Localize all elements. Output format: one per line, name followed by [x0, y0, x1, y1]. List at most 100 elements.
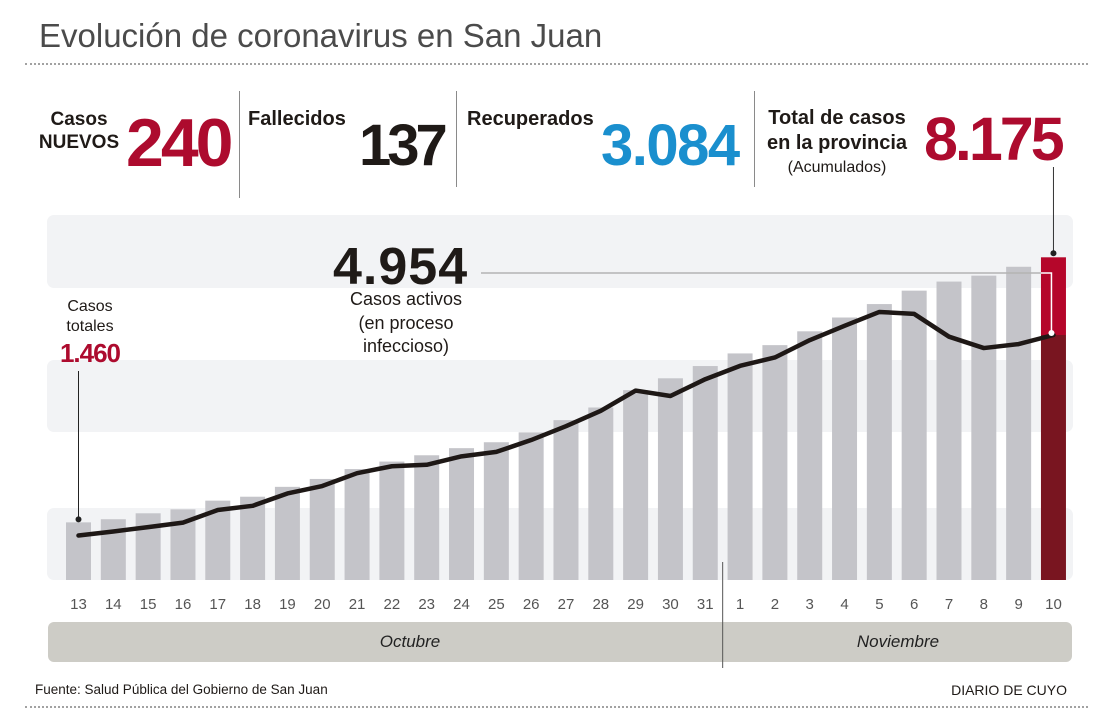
bar: [414, 455, 440, 580]
total-cases-label-line2: en la provincia: [766, 132, 908, 154]
active-cases-value: 4.954: [333, 238, 469, 296]
active-label-line2: (en proceso: [358, 312, 454, 333]
bar: [832, 317, 858, 580]
x-tick-label: 6: [910, 596, 918, 613]
stat-divider: [239, 91, 240, 198]
total-cases-sublabel: (Acumulados): [787, 159, 887, 176]
total-start-annotation-label: Casos totales: [45, 297, 135, 337]
bar: [135, 513, 161, 580]
active-label-line1: Casos activos: [349, 289, 463, 309]
x-tick-label: 14: [105, 596, 122, 613]
x-tick-label: 22: [384, 596, 401, 613]
total-cases-label: Total de casos en la provincia: [757, 106, 917, 156]
recovered-value: 3.084: [601, 113, 740, 178]
background-band: [47, 215, 1073, 288]
bar: [553, 420, 579, 580]
active-leader-dot: [1048, 330, 1055, 336]
total-cases-value: 8.175: [924, 105, 1065, 173]
bar: [309, 478, 335, 580]
month-label-october: Octubre: [379, 632, 441, 651]
x-tick-label: 7: [945, 596, 953, 613]
x-tick-label: 3: [806, 596, 814, 613]
x-tick-label: 26: [523, 596, 540, 613]
bar: [344, 469, 370, 580]
bar: [588, 407, 614, 580]
total-start-label-line1: Casos: [67, 298, 113, 315]
recovered-label: Recuperados: [467, 108, 594, 130]
bar: [483, 442, 509, 580]
month-band-group: [48, 562, 1072, 668]
new-cases-label: Casos NUEVOS: [32, 108, 126, 154]
bottom-dotted-divider: [25, 706, 1088, 708]
x-tick-label: 1: [736, 596, 744, 613]
active-leader-inner: [1040, 272, 1053, 333]
x-tick-label: 18: [244, 596, 261, 613]
bar: [901, 290, 927, 580]
x-tick-label: 19: [279, 596, 296, 613]
bar: [762, 345, 788, 580]
month-band: [48, 622, 1072, 662]
active-cases-annotation-label: Casos activos (en proceso infeccioso): [326, 288, 486, 359]
stat-divider: [754, 91, 755, 187]
page-title: Evolución de coronavirus en San Juan: [39, 17, 603, 54]
x-tick-label: 23: [418, 596, 435, 613]
x-tick-label: 30: [662, 596, 679, 613]
source-credit: Fuente: Salud Pública del Gobierno de Sa…: [35, 682, 328, 697]
x-tick-label: 25: [488, 596, 505, 613]
bar: [657, 378, 683, 580]
bar: [692, 366, 718, 580]
bar: [449, 448, 475, 580]
deaths-label: Fallecidos: [248, 108, 346, 130]
total-start-leader-dot: [75, 516, 82, 523]
publisher-brand: DIARIO DE CUYO: [951, 682, 1067, 698]
x-tick-label: 8: [980, 596, 988, 613]
bar: [66, 522, 91, 580]
total-start-label-line2: totales: [66, 318, 114, 335]
top-dotted-divider: [25, 63, 1088, 65]
bar: [518, 432, 544, 580]
x-tick-label: 5: [875, 596, 883, 613]
month-label-november: Noviembre: [856, 632, 940, 651]
bar: [1006, 266, 1032, 580]
new-cases-label-line2: NUEVOS: [38, 132, 120, 153]
deaths-value: 137: [359, 113, 448, 178]
x-axis-tick-labels: 13 14 15 16 17 18 19 20 21 22 23 24 25 26 27 28 29 30 31 1 2…: [70, 596, 1062, 613]
bar: [936, 281, 962, 580]
x-tick-label: 29: [627, 596, 644, 613]
x-tick-label: 15: [140, 596, 157, 613]
active-label-line3: infeccioso): [362, 336, 450, 356]
bar: [797, 331, 823, 580]
bar: [971, 275, 997, 580]
annotation-leaders: [75, 167, 1057, 523]
bar: [240, 496, 266, 580]
total-cases-bars: [66, 257, 1066, 580]
x-tick-label: 10: [1045, 596, 1062, 613]
active-cases-line-group: [76, 309, 1056, 538]
x-tick-label: 2: [771, 596, 779, 613]
new-cases-value: 240: [126, 105, 233, 181]
x-tick-label: 28: [592, 596, 609, 613]
stat-divider: [456, 91, 457, 187]
total-end-leader-dot: [1050, 250, 1057, 257]
new-cases-label-line1: Casos: [50, 109, 108, 130]
x-tick-label: 27: [558, 596, 575, 613]
x-tick-label: 9: [1014, 596, 1022, 613]
x-tick-label: 16: [175, 596, 192, 613]
bar: [866, 304, 892, 580]
bar: [274, 486, 300, 580]
x-tick-label: 4: [840, 596, 848, 613]
bar-highlight-active: [1040, 335, 1066, 580]
bar-highlight-recovered-deaths: [1040, 257, 1066, 335]
x-tick-label: 31: [697, 596, 714, 613]
x-tick-label: 13: [70, 596, 87, 613]
total-cases-label-line1: Total de casos: [768, 107, 906, 129]
x-tick-label: 24: [453, 596, 470, 613]
bar: [379, 461, 405, 580]
bar: [727, 353, 753, 580]
x-tick-label: 21: [349, 596, 366, 613]
x-tick-label: 20: [314, 596, 331, 613]
bar: [623, 390, 649, 580]
total-start-value: 1.460: [59, 338, 121, 368]
x-tick-label: 17: [209, 596, 226, 613]
